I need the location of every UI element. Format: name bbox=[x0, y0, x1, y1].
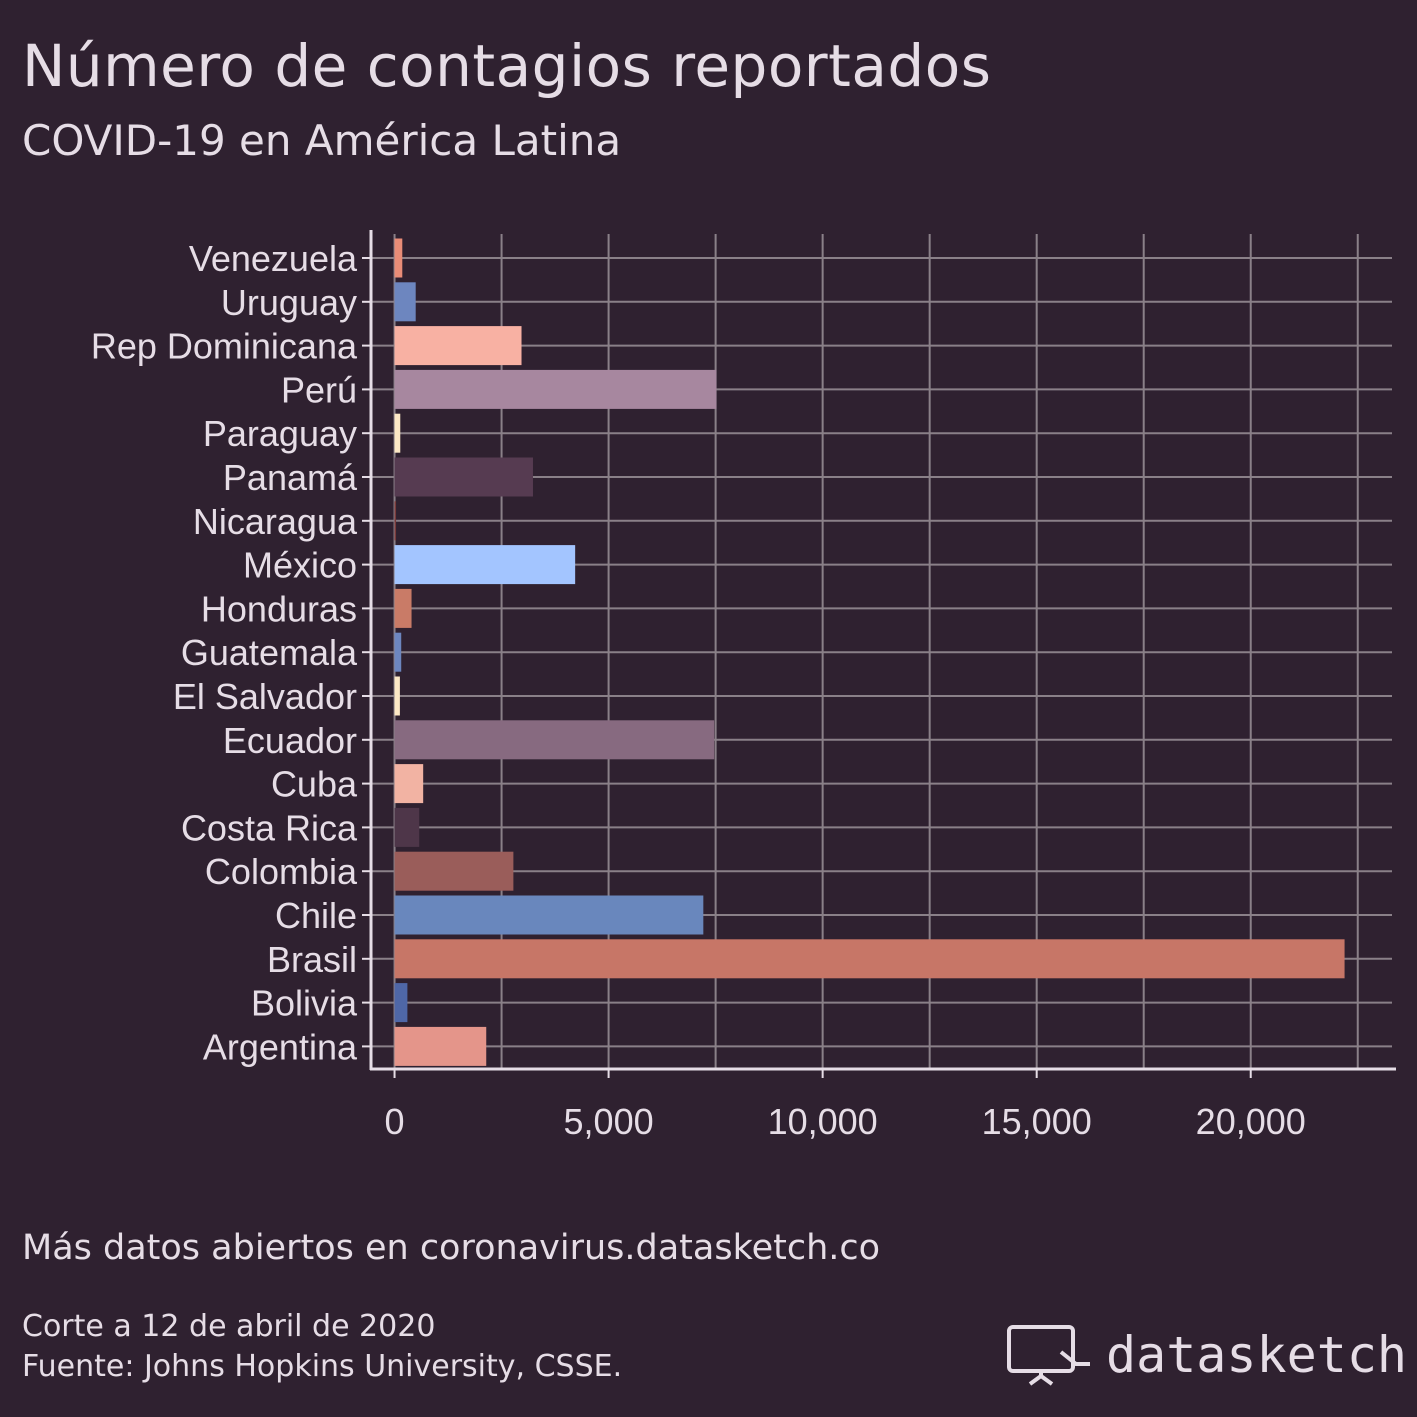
y-tick-label: Bolivia bbox=[251, 983, 358, 1024]
bar-chile bbox=[394, 895, 704, 935]
y-tick-label: Guatemala bbox=[181, 632, 358, 673]
chart-subtitle: COVID-19 en América Latina bbox=[22, 116, 622, 165]
bar-ecuador bbox=[394, 720, 715, 760]
bar-panamá bbox=[394, 457, 533, 497]
y-tick-label: Cuba bbox=[271, 764, 358, 805]
y-tick-label: Chile bbox=[275, 895, 357, 936]
x-tick-label: 5,000 bbox=[564, 1101, 654, 1142]
grid-lines bbox=[371, 234, 1392, 1068]
monitor-cursor-icon bbox=[1007, 1325, 1090, 1386]
bar-el-salvador bbox=[394, 676, 400, 716]
bar-bolivia bbox=[394, 983, 408, 1023]
bar-argentina bbox=[394, 1026, 487, 1066]
y-tick-label: Brasil bbox=[267, 939, 357, 980]
bar-colombia bbox=[394, 851, 514, 891]
y-tick-label: Paraguay bbox=[203, 413, 357, 454]
bar-honduras bbox=[394, 588, 412, 628]
bars bbox=[394, 238, 1345, 1066]
bar-brasil bbox=[394, 939, 1345, 979]
bar-cuba bbox=[394, 764, 424, 804]
x-tick-label: 0 bbox=[385, 1101, 405, 1142]
bar-costa-rica bbox=[394, 807, 420, 847]
y-tick-label: El Salvador bbox=[173, 676, 357, 717]
y-tick-label: Rep Dominicana bbox=[91, 326, 358, 367]
y-tick-label: Ecuador bbox=[223, 720, 357, 761]
y-tick-label: Honduras bbox=[201, 588, 357, 629]
y-tick-label: Costa Rica bbox=[181, 807, 358, 848]
caption-more-data: Más datos abiertos en coronavirus.datask… bbox=[22, 1228, 881, 1268]
datasketch-logo: datasketch bbox=[1006, 1324, 1407, 1386]
y-tick-label: Uruguay bbox=[221, 282, 357, 323]
bar-uruguay bbox=[394, 282, 416, 322]
bar-nicaragua bbox=[394, 501, 397, 541]
y-tick-label: Nicaragua bbox=[193, 501, 358, 542]
bar-guatemala bbox=[394, 632, 402, 672]
x-tick-label: 20,000 bbox=[1196, 1101, 1306, 1142]
bar-perú bbox=[394, 369, 717, 409]
bar-méxico bbox=[394, 545, 576, 585]
y-tick-label: Argentina bbox=[203, 1026, 358, 1067]
y-tick-label: Perú bbox=[281, 369, 357, 410]
x-tick-label: 15,000 bbox=[982, 1101, 1092, 1142]
caption-source: Fuente: Johns Hopkins University, CSSE. bbox=[22, 1349, 623, 1384]
bar-venezuela bbox=[394, 238, 403, 278]
y-tick-label: Colombia bbox=[205, 851, 358, 892]
y-tick-label: Panamá bbox=[223, 457, 358, 498]
y-tick-label: México bbox=[243, 545, 357, 586]
x-tick-label: 10,000 bbox=[768, 1101, 878, 1142]
caption-date: Corte a 12 de abril de 2020 bbox=[22, 1309, 436, 1344]
bar-rep-dominicana bbox=[394, 326, 522, 366]
chart-title: Número de contagios reportados bbox=[22, 32, 992, 100]
logo-text: datasketch bbox=[1106, 1326, 1408, 1384]
bar-paraguay bbox=[394, 413, 401, 453]
y-tick-label: Venezuela bbox=[189, 238, 358, 279]
axes bbox=[362, 230, 1396, 1078]
